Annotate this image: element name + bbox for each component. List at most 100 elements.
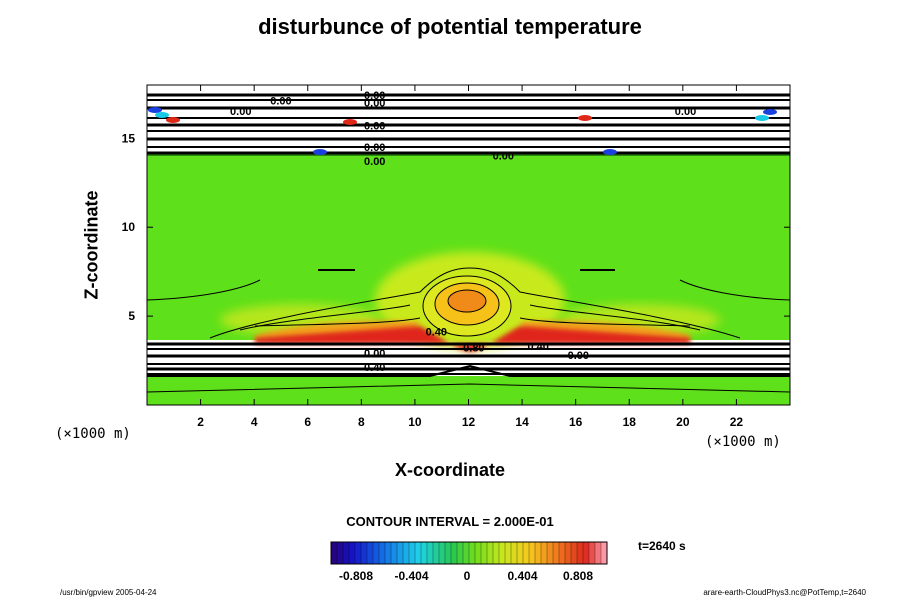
colorbar-swatch <box>517 542 524 564</box>
warm-front <box>255 326 690 352</box>
contour-label: 0.00 <box>230 106 251 118</box>
colorbar-swatch <box>487 542 494 564</box>
colorbar-swatch <box>481 542 488 564</box>
near-surface-contour <box>147 383 790 393</box>
bubble-contour-mid <box>434 282 500 326</box>
chart-title: disturbunce of potential temperature <box>258 14 642 39</box>
colorbar-swatch <box>553 542 560 564</box>
colorbar-tick-label: -0.808 <box>339 569 373 583</box>
colorbar-swatch <box>367 542 374 564</box>
contour-label: 0.40 <box>527 341 548 353</box>
y-axis-unit: (×1000 m) <box>55 426 131 442</box>
colorbar-swatch <box>511 542 518 564</box>
side-contours <box>147 279 790 301</box>
contour-label: 0.00 <box>568 350 589 362</box>
contour-label: 0.00 <box>364 120 385 132</box>
colorbar-swatch <box>439 542 446 564</box>
contour-label: 0.00 <box>364 90 385 102</box>
contour-label: 0.00 <box>364 156 385 168</box>
colorbar-swatch <box>535 542 542 564</box>
contour-label: 0.00 <box>364 97 385 109</box>
footer-right: arare-earth-CloudPhys3.nc@PotTemp,t=2640 <box>703 588 866 597</box>
colorbar-swatch <box>379 542 386 564</box>
x-tick-label: 18 <box>623 415 637 429</box>
y-tick-label: 5 <box>128 309 135 323</box>
x-tick-label: 8 <box>358 415 365 429</box>
colorbar-frame <box>330 541 608 565</box>
colorbar-swatch <box>577 542 584 564</box>
colorbar-swatch <box>337 542 344 564</box>
x-tick-label: 16 <box>569 415 583 429</box>
colorbar-swatch <box>331 542 338 564</box>
colorbar-swatch <box>547 542 554 564</box>
colorbar-swatch <box>415 542 422 564</box>
colorbar-swatch <box>403 542 410 564</box>
colorbar-swatch <box>529 542 536 564</box>
outer-contour-upper <box>209 267 741 339</box>
colorbar-swatch <box>355 542 362 564</box>
colorbar-swatch <box>391 542 398 564</box>
colorbar-swatch <box>361 542 368 564</box>
contour-label: 0.00 <box>364 142 385 154</box>
colorbar-swatch <box>343 542 350 564</box>
x-tick-label: 22 <box>730 415 744 429</box>
contour-label: 0.00 <box>364 348 385 360</box>
colorbar-swatch <box>463 542 470 564</box>
colorbar-tick-label: 0 <box>464 569 471 583</box>
colorbar-swatch <box>475 542 482 564</box>
x-tick-label: 12 <box>462 415 476 429</box>
colorbar-swatch <box>445 542 452 564</box>
colorbar-swatch <box>541 542 548 564</box>
contour-labels: 0.400.80 0.400.000.000.400.00 0.000.000.00… <box>230 90 696 374</box>
colorbar: -0.808 -0.404 0 0.404 0.808 <box>330 541 608 583</box>
wing-contour <box>254 317 691 327</box>
contour-label: 0.40 <box>426 327 447 339</box>
time-label: t=2640 s <box>638 539 686 553</box>
colorbar-swatch <box>433 542 440 564</box>
colorbar-swatch <box>385 542 392 564</box>
colorbar-tick-label: 0.404 <box>507 569 537 583</box>
footer-left: /usr/bin/gpview 2005-04-24 <box>60 588 157 597</box>
colorbar-swatch <box>571 542 578 564</box>
contour-label: 0.40 <box>364 362 385 374</box>
colorbar-swatch <box>421 542 428 564</box>
upper-fleck <box>313 149 327 155</box>
x-axis-unit: (×1000 m) <box>705 434 781 450</box>
contour-label: 0.00 <box>493 151 514 163</box>
upper-fleck <box>578 115 592 121</box>
colorbar-swatch <box>499 542 506 564</box>
contour-label: 0.80 <box>463 343 484 355</box>
surface-contour <box>147 364 790 377</box>
colorbar-swatch <box>397 542 404 564</box>
colorbar-swatch <box>601 542 608 564</box>
colorbar-tick-label: -0.404 <box>394 569 428 583</box>
x-tick-label: 4 <box>251 415 258 429</box>
upper-fleck <box>155 112 169 118</box>
colorbar-swatch <box>451 542 458 564</box>
colorbar-swatch <box>595 542 602 564</box>
bubble-contour-outer <box>422 275 512 337</box>
upper-fleck <box>343 119 357 125</box>
colorbar-swatch <box>349 542 356 564</box>
y-tick-label: 10 <box>122 220 136 234</box>
upper-fleck <box>603 149 617 155</box>
upper-fleck <box>166 117 180 123</box>
x-axis-label: X-coordinate <box>394 460 505 480</box>
colorbar-swatch <box>589 542 596 564</box>
contour-label: 0.00 <box>675 106 696 118</box>
colorbar-swatch <box>559 542 566 564</box>
x-tick-label: 14 <box>515 415 529 429</box>
contour-interval: CONTOUR INTERVAL = 2.000E-01 <box>346 514 554 529</box>
axis-ticks: 2 4 6 8 10 12 14 16 18 20 22 5 10 15 <box>122 85 790 429</box>
colorbar-swatch <box>457 542 464 564</box>
colorbar-swatch <box>427 542 434 564</box>
colorbar-tick-label: 0.808 <box>563 569 593 583</box>
colorbar-swatch <box>523 542 530 564</box>
colorbar-swatch <box>373 542 380 564</box>
bubble-contour-core <box>447 289 487 313</box>
x-tick-label: 10 <box>408 415 422 429</box>
colorbar-swatch <box>469 542 476 564</box>
upper-fleck <box>755 115 769 121</box>
upper-fleck <box>148 107 162 113</box>
